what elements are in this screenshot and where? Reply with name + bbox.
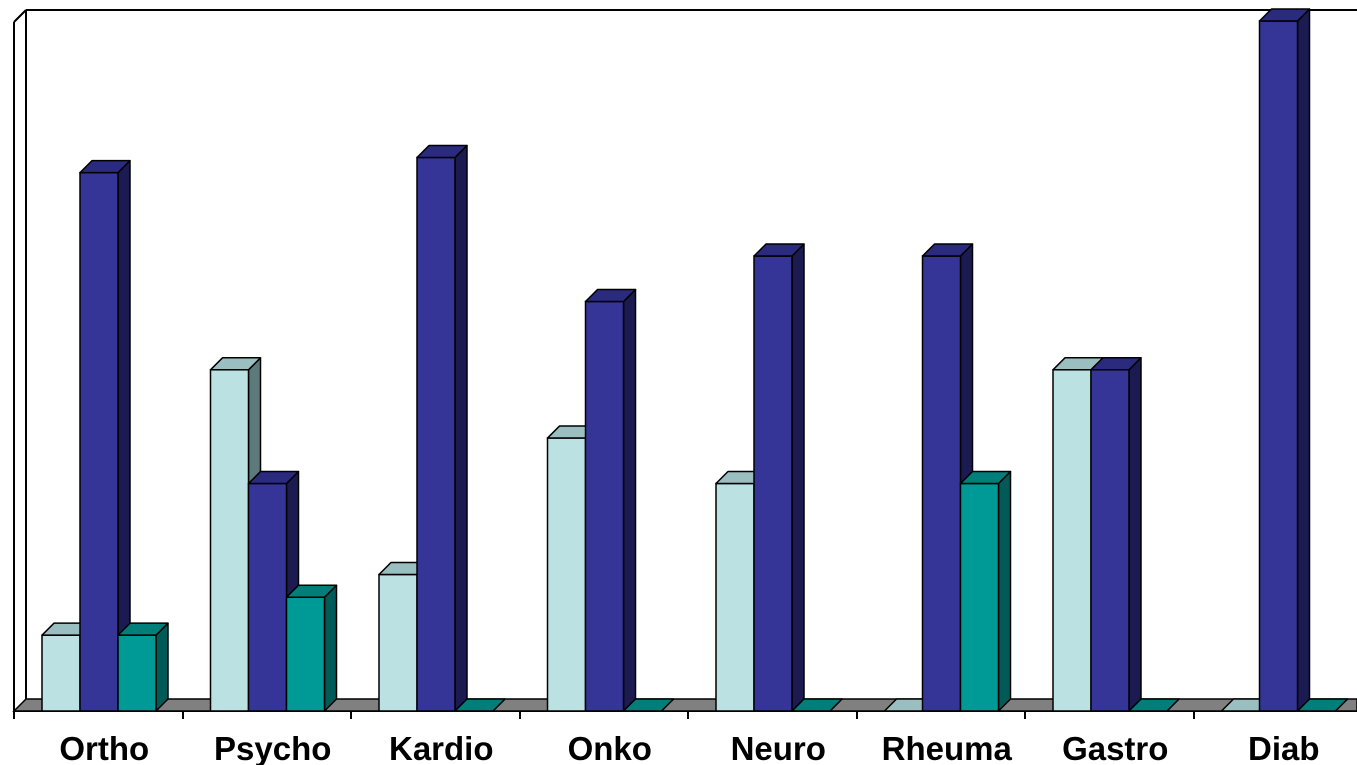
x-tick-label: Neuro <box>731 730 826 765</box>
bar-side-face <box>454 144 468 712</box>
bar-front-face <box>209 369 250 712</box>
bar-front-face <box>1052 369 1092 712</box>
x-tick-label: Rheuma <box>882 730 1013 765</box>
bar-side-face <box>1296 8 1311 712</box>
bar-top-face <box>622 698 675 712</box>
bar-front-face <box>79 171 119 712</box>
bar-rheuma-series-3 <box>959 470 1012 712</box>
x-tick-label: Kardio <box>389 730 494 765</box>
bar-neuro-series-2 <box>753 243 805 712</box>
bar-top-face <box>921 243 974 257</box>
x-tick-label: Psycho <box>214 730 331 765</box>
bar-kardio-series-2 <box>416 144 468 712</box>
bar-front-face <box>1090 369 1130 712</box>
bar-top-face <box>209 357 262 371</box>
bars <box>41 8 1349 712</box>
bar-psycho-series-3 <box>285 584 338 712</box>
bar-front-face <box>959 482 1000 712</box>
bar-neuro-series-3 <box>791 698 843 712</box>
y-axis-depth-line <box>13 9 27 23</box>
bar-front-face <box>1258 20 1299 712</box>
bar-top-face <box>247 470 300 485</box>
x-tick-label: Diab <box>1248 730 1320 765</box>
bar-front-face <box>285 596 326 712</box>
bar-front-face <box>117 634 157 712</box>
bar-side-face <box>997 470 1012 712</box>
bar-onko-series-3 <box>622 698 675 712</box>
bar-top-face <box>285 584 338 599</box>
x-tick-label: Gastro <box>1062 730 1168 765</box>
bar-top-face <box>79 159 131 174</box>
category-labels: Ortho Psycho Kardio Onko Neuro Rheuma Gastro Di… <box>59 730 1319 765</box>
bar-psycho-series-1 <box>209 357 262 712</box>
bar-diab-series-2 <box>1258 8 1311 712</box>
bar-front-face <box>921 255 962 712</box>
bar-kardio-series-3 <box>454 698 506 712</box>
bar-top-face <box>753 243 805 257</box>
bar-gastro-series-3 <box>1128 698 1180 712</box>
bar-front-face <box>715 482 755 712</box>
bar-side-face <box>1128 357 1142 712</box>
bar-front-face <box>753 255 793 712</box>
bar-top-face <box>1090 357 1142 371</box>
bar-front-face <box>546 437 587 712</box>
bar-ortho-series-3 <box>117 622 169 712</box>
bar-top-face <box>1296 698 1349 712</box>
bar-side-face <box>791 243 805 712</box>
bar-front-face <box>247 482 288 712</box>
bar-side-face <box>155 622 169 712</box>
bar-top-face <box>117 622 169 636</box>
bar-front-face <box>41 634 81 712</box>
bar-front-face <box>584 300 625 712</box>
bar-onko-series-2 <box>584 288 637 712</box>
bar-ortho-series-2 <box>79 159 131 712</box>
bar-top-face <box>584 288 637 303</box>
bar-front-face <box>416 156 456 712</box>
bar-top-face <box>454 698 506 712</box>
bar-top-face <box>1128 698 1180 712</box>
x-tick-label: Ortho <box>59 730 149 765</box>
x-tick-label: Onko <box>568 730 652 765</box>
bar-side-face <box>323 584 338 712</box>
bar-diab-series-3 <box>1296 698 1349 712</box>
bar-top-face <box>791 698 843 712</box>
bar-front-face <box>378 573 418 712</box>
bar-top-face <box>959 470 1012 485</box>
bar-side-face <box>622 288 637 712</box>
bar-top-face <box>1258 8 1311 22</box>
bar-top-face <box>416 144 468 159</box>
bar-gastro-series-2 <box>1090 357 1142 712</box>
